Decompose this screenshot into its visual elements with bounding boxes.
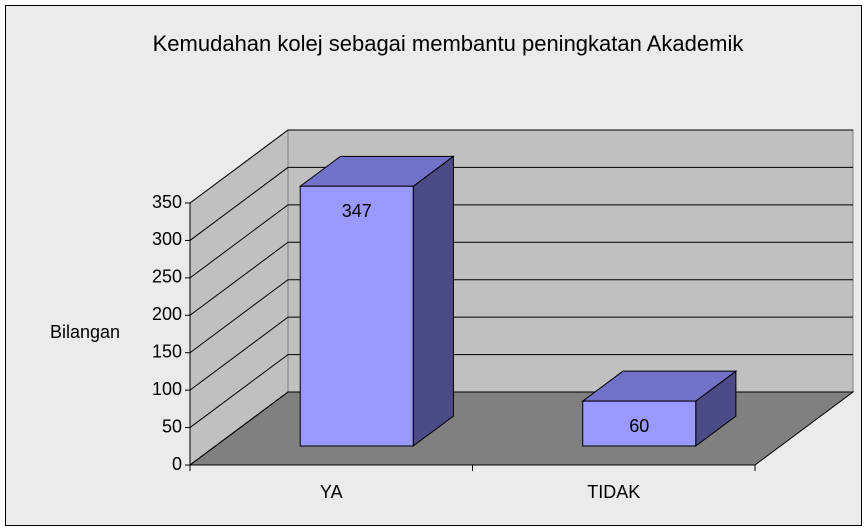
grid-line (189, 279, 853, 354)
bar (299, 185, 414, 447)
y-axis-title: Bilangan (50, 322, 120, 342)
y-tick-label: 100 (152, 379, 182, 399)
x-tick-label: TIDAK (587, 482, 640, 502)
y-tick-label: 150 (152, 341, 182, 361)
grid-line (189, 241, 853, 316)
y-tick-label: 50 (162, 416, 182, 436)
grid-line (189, 316, 853, 391)
y-tick-label: 0 (172, 454, 182, 474)
floor (188, 391, 855, 466)
grid-line (189, 354, 853, 428)
y-tick-label: 250 (152, 267, 182, 287)
data-label: 60 (629, 416, 649, 436)
data-label: 347 (342, 201, 372, 221)
grid-line (189, 204, 853, 279)
grid-line (189, 166, 853, 241)
grid-line (189, 129, 853, 204)
y-tick-label: 350 (152, 192, 182, 212)
bar-side (412, 155, 454, 448)
chart-title: Kemudahan kolej sebagai membantu peningk… (152, 31, 744, 56)
bar (582, 400, 697, 447)
y-tick-label: 300 (152, 229, 182, 249)
x-tick-label: YA (320, 482, 343, 502)
y-tick-label: 200 (152, 304, 182, 324)
